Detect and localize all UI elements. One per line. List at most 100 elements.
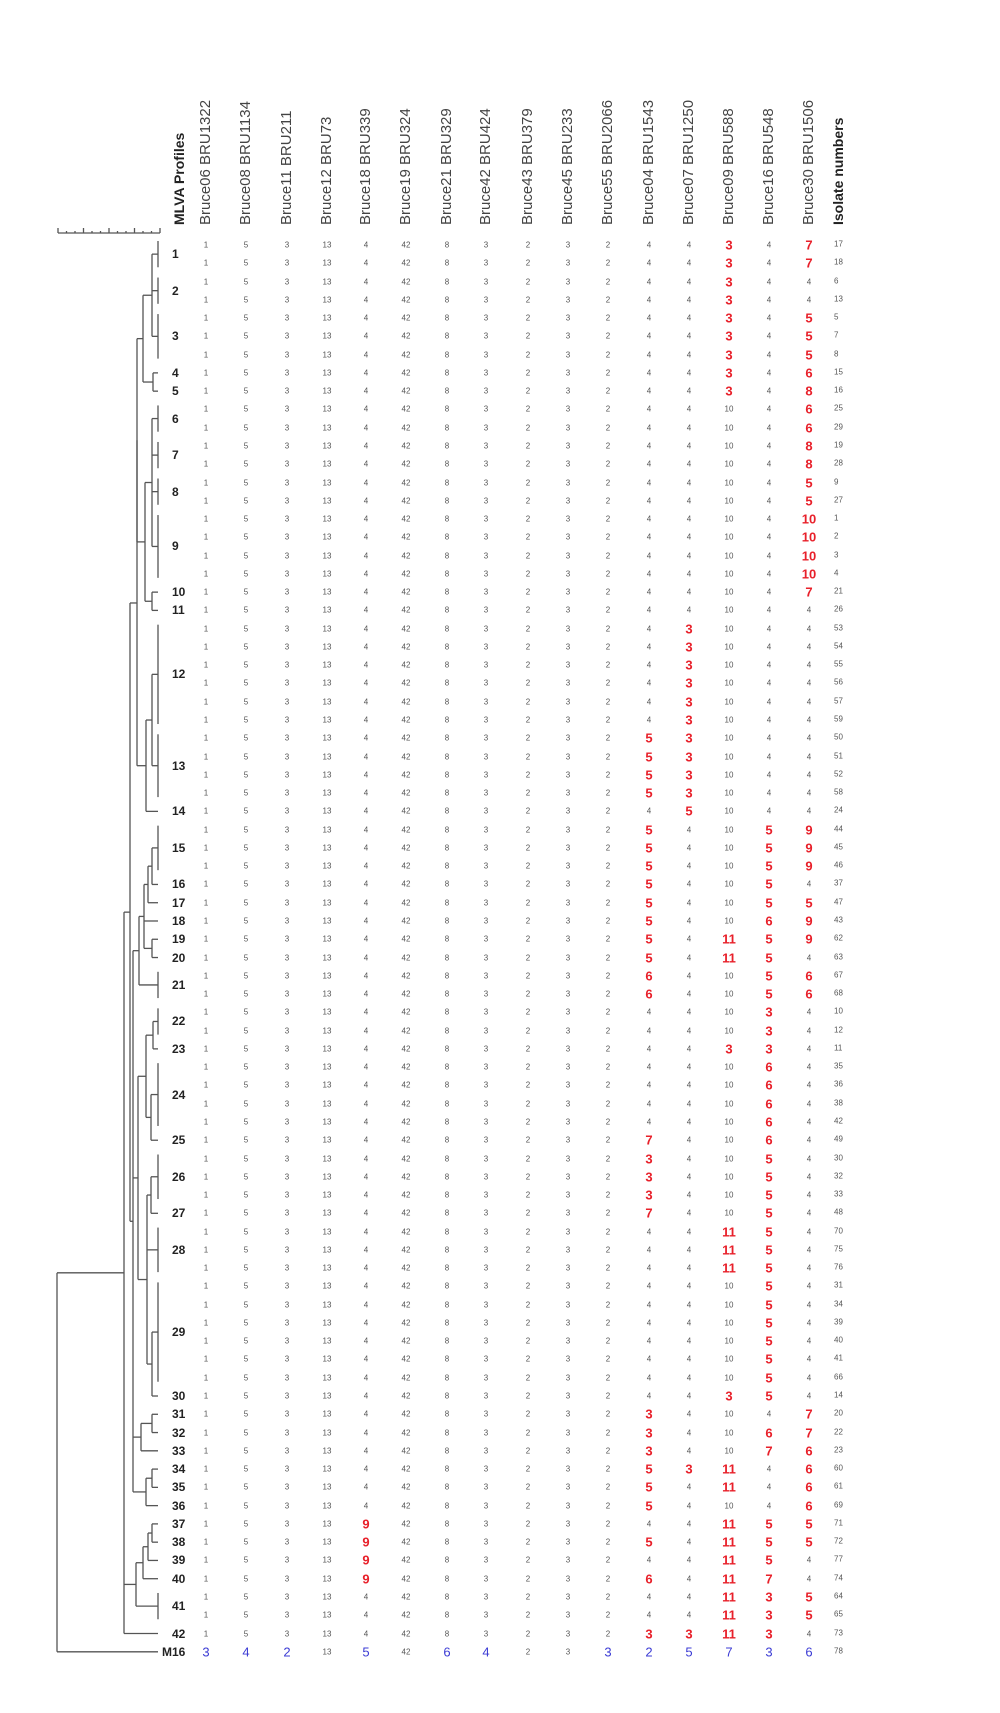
table-cell: 5 <box>243 1318 249 1328</box>
table-cell: 3 <box>284 587 290 597</box>
table-cell: 13 <box>322 953 332 963</box>
isolate-number: 76 <box>834 1262 843 1272</box>
table-cell: 3 <box>483 386 489 396</box>
table-cell: 13 <box>322 1318 332 1328</box>
table-cell: 13 <box>322 587 332 597</box>
table-cell: 3 <box>685 694 693 710</box>
table-cell: 3 <box>483 989 489 999</box>
table-cell: 3 <box>483 1446 489 1456</box>
table-cell: 1 <box>203 1610 209 1620</box>
table-cell: 3 <box>284 1135 290 1145</box>
table-cell: 2 <box>605 1336 611 1346</box>
profile-label: 38 <box>172 1535 186 1550</box>
table-cell: 3 <box>284 715 290 725</box>
table-cell: 5 <box>805 1607 813 1623</box>
table-cell: 5 <box>243 1281 249 1291</box>
table-cell: 5 <box>243 1610 249 1620</box>
table-cell: 4 <box>766 605 772 615</box>
table-cell: 10 <box>724 1080 734 1090</box>
table-cell: 4 <box>363 313 369 323</box>
table-cell: 2 <box>605 295 611 305</box>
table-cell: 4 <box>686 313 692 323</box>
table-cell: 4 <box>806 624 812 634</box>
table-cell: 8 <box>444 989 450 999</box>
profile-label: 6 <box>172 411 179 426</box>
table-cell: 42 <box>401 386 411 396</box>
table-cell: 5 <box>645 913 653 929</box>
profile-label: 17 <box>172 895 186 910</box>
table-cell: 8 <box>444 478 450 487</box>
table-cell: 5 <box>243 313 249 323</box>
table-cell: 10 <box>724 423 734 433</box>
isolate-number: 58 <box>834 787 843 797</box>
table-cell: 3 <box>685 657 693 673</box>
table-cell: 4 <box>806 277 812 287</box>
table-cell: 3 <box>284 1409 290 1419</box>
table-cell: 42 <box>401 1026 411 1036</box>
table-cell: 8 <box>444 898 450 908</box>
table-cell: 4 <box>363 934 369 944</box>
table-cell: 4 <box>363 350 369 360</box>
table-cell: 4 <box>686 1026 692 1036</box>
table-cell: 13 <box>322 1227 332 1237</box>
table-cell: 3 <box>483 1555 489 1565</box>
table-cell: 13 <box>322 551 332 561</box>
table-cell: 2 <box>525 1610 531 1620</box>
profile-label: 8 <box>172 484 179 499</box>
table-cell: 3 <box>483 459 489 469</box>
profile-label: 29 <box>172 1325 186 1340</box>
table-cell: 2 <box>605 1281 611 1291</box>
table-cell: 42 <box>401 1300 411 1310</box>
table-cell: 10 <box>724 624 734 634</box>
table-cell: 8 <box>444 514 450 524</box>
table-cell: 4 <box>806 605 812 615</box>
table-cell: 2 <box>605 989 611 999</box>
table-cell: 8 <box>444 1610 450 1620</box>
table-cell: 2 <box>605 1007 611 1017</box>
table-cell: 10 <box>724 459 734 469</box>
table-cell: 42 <box>401 971 411 981</box>
table-cell: 3 <box>483 642 489 652</box>
table-cell: 4 <box>363 496 369 506</box>
table-cell: 4 <box>766 331 772 341</box>
table-cell: 4 <box>363 386 369 396</box>
table-cell: 5 <box>243 368 249 378</box>
table-cell: 2 <box>605 1208 611 1218</box>
table-cell: 13 <box>322 1300 332 1310</box>
table-cell: 5 <box>243 386 249 396</box>
table-cell: 3 <box>284 1318 290 1328</box>
table-cell: 2 <box>525 368 531 378</box>
table-cell: 4 <box>766 788 772 798</box>
table-cell: 3 <box>565 1574 571 1584</box>
table-cell: 4 <box>686 386 692 396</box>
table-cell: 4 <box>686 441 692 451</box>
isolate-number: 50 <box>834 732 843 742</box>
table-cell: 13 <box>322 1592 332 1602</box>
table-cell: 2 <box>525 1501 531 1511</box>
table-cell: 6 <box>805 365 813 381</box>
table-cell: 1 <box>203 1190 209 1200</box>
table-cell: 1 <box>203 1099 209 1109</box>
table-cell: 2 <box>525 934 531 944</box>
table-cell: 4 <box>363 331 369 341</box>
table-cell: 4 <box>686 423 692 433</box>
table-cell: 2 <box>605 843 611 853</box>
table-cell: 1 <box>203 532 209 542</box>
table-cell: 2 <box>605 733 611 743</box>
table-cell: 3 <box>483 879 489 889</box>
table-cell: 4 <box>686 551 692 561</box>
table-cell: 5 <box>243 1373 249 1383</box>
table-cell: 42 <box>401 806 411 816</box>
table-cell: 13 <box>322 1336 332 1346</box>
table-cell: 10 <box>724 404 734 414</box>
table-cell: 5 <box>243 404 249 414</box>
table-cell: 42 <box>401 1446 411 1456</box>
table-cell: 3 <box>725 347 733 363</box>
table-cell: 2 <box>525 331 531 341</box>
table-cell: 4 <box>363 1135 369 1145</box>
table-cell: 13 <box>322 514 332 524</box>
profile-label: M16 <box>162 1644 186 1659</box>
table-cell: 13 <box>322 1464 332 1474</box>
table-cell: 3 <box>565 404 571 414</box>
table-cell: 2 <box>605 1245 611 1255</box>
